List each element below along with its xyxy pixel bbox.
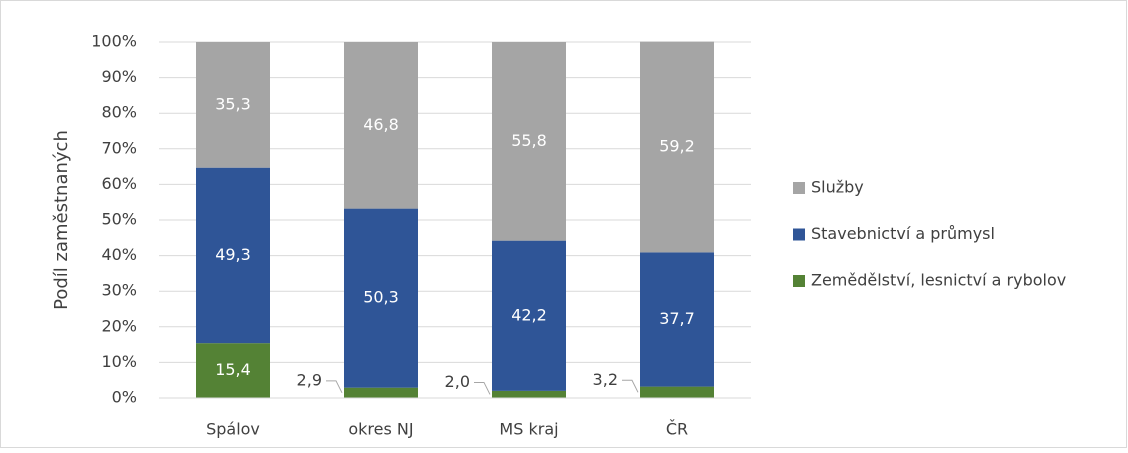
bar-segment (640, 252, 714, 387)
data-label: 15,4 (215, 360, 251, 379)
bar-segment (196, 343, 270, 398)
leader-line (622, 379, 639, 393)
data-label: 2,9 (297, 370, 322, 389)
leader-line (474, 381, 491, 395)
x-tick-label: ČR (666, 420, 688, 439)
data-label: 2,0 (445, 372, 470, 391)
y-tick-label: 0% (112, 388, 137, 407)
bar-segment (196, 42, 270, 168)
y-tick-label: 80% (101, 103, 137, 122)
data-label: 50,3 (363, 288, 399, 307)
legend-swatch (793, 228, 805, 241)
y-tick-label: 20% (101, 316, 137, 335)
bar-segment (344, 387, 418, 398)
data-label: 46,8 (363, 115, 399, 134)
data-label: 49,3 (215, 245, 251, 264)
y-tick-label: 40% (101, 245, 137, 264)
y-tick-label: 70% (101, 138, 137, 157)
y-tick-label: 100% (91, 32, 137, 51)
data-label: 3,2 (593, 370, 618, 389)
bar-segment (640, 41, 714, 253)
y-tick-label: 10% (101, 352, 137, 371)
bar-segment (640, 386, 714, 398)
bar-segment (344, 42, 418, 209)
bar-segment (492, 42, 566, 241)
bar-segment (344, 208, 418, 388)
bar-segment (196, 167, 270, 344)
y-axis-title: Podíl zaměstnaných (51, 130, 72, 310)
legend-label: Stavebnictví a průmysl (811, 224, 995, 243)
bar-segment (492, 240, 566, 391)
data-label: 37,7 (659, 309, 695, 328)
data-label: 35,3 (215, 94, 251, 113)
legend-swatch (793, 182, 805, 194)
y-tick-label: 50% (101, 210, 137, 229)
y-tick-label: 30% (101, 281, 137, 300)
legend-label: Služby (811, 178, 864, 197)
data-label: 59,2 (659, 137, 695, 156)
x-tick-label: MS kraj (499, 420, 558, 439)
y-tick-label: 90% (101, 67, 137, 86)
y-tick-label: 60% (101, 174, 137, 193)
legend-swatch (793, 275, 805, 287)
legend-label: Zemědělství, lesnictví a rybolov (811, 271, 1066, 290)
x-tick-label: Spálov (206, 420, 260, 439)
data-label: 42,2 (511, 305, 547, 324)
data-label: 55,8 (511, 131, 547, 150)
bar-segment (492, 390, 566, 398)
x-tick-label: okres NJ (348, 420, 413, 439)
leader-line (326, 380, 343, 394)
